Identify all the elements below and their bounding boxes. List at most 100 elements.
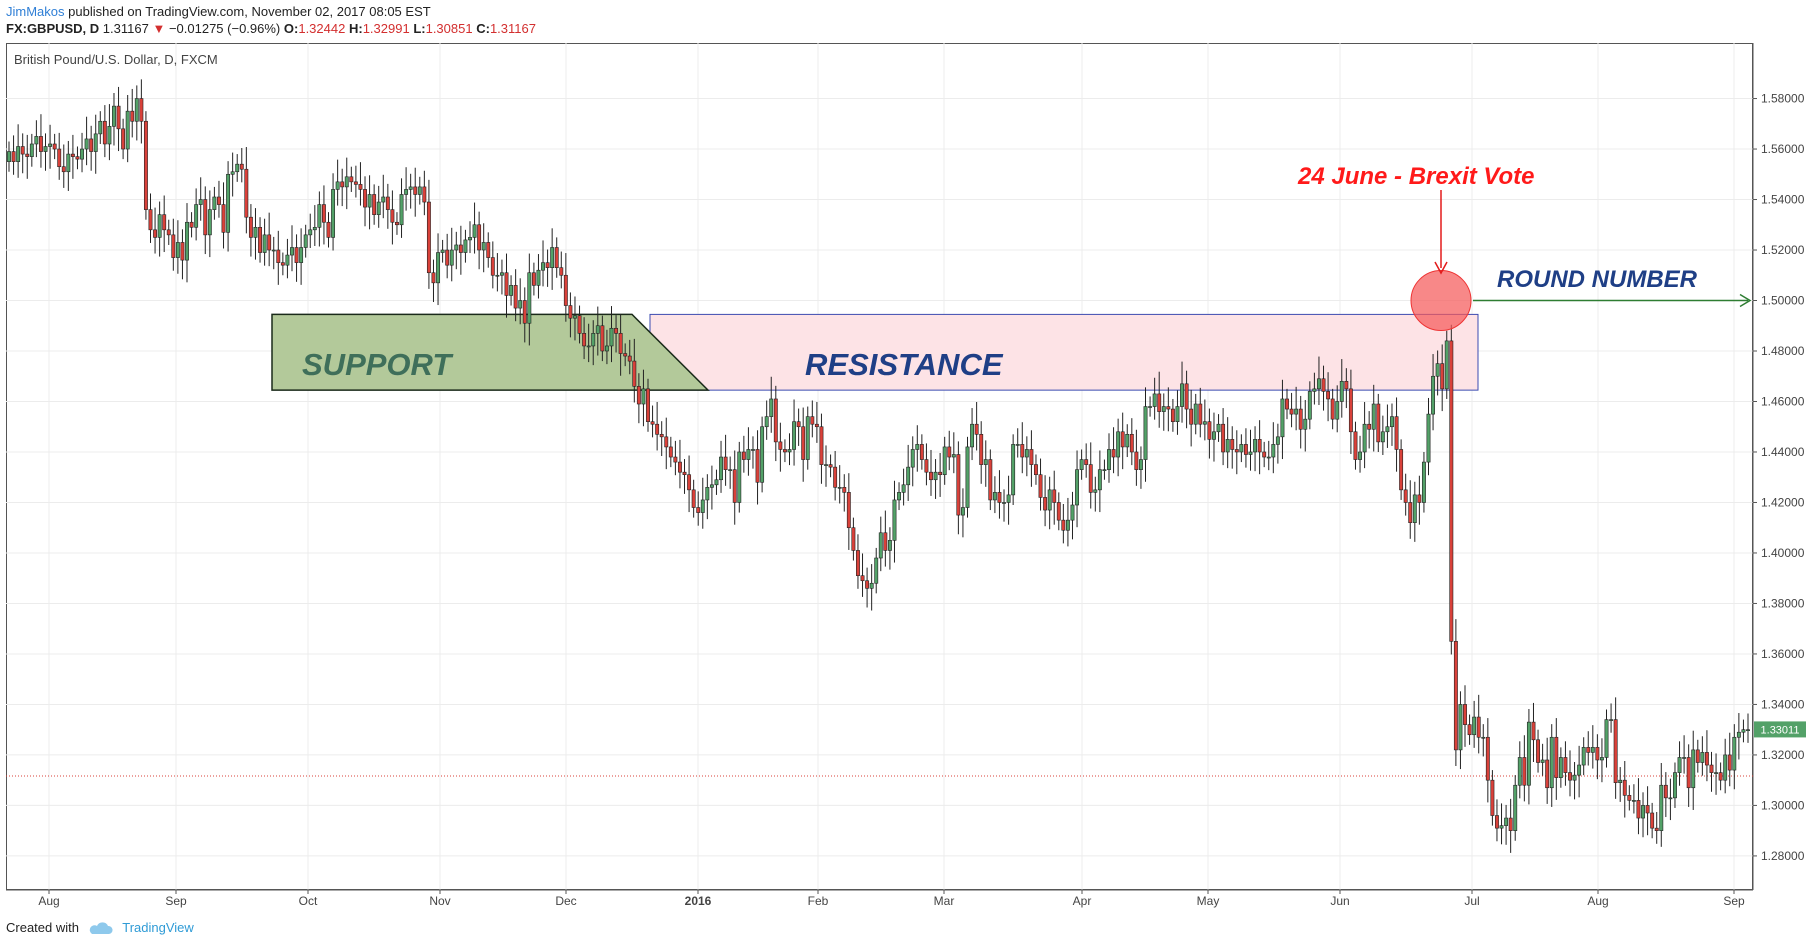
- candle-body: [929, 471, 933, 481]
- candle-body: [1257, 439, 1262, 453]
- candle-body: [851, 527, 856, 551]
- candle-body: [75, 156, 80, 160]
- candle-body: [892, 499, 897, 541]
- candle-body: [1043, 497, 1048, 511]
- publish-text: published on TradingView.com, November 0…: [68, 4, 431, 19]
- price-tick-labels: 1.28000 1.30000 1.32000 1.34000 1.36000 1.380…: [1753, 92, 1805, 863]
- y-tick-label: 1.28000: [1761, 849, 1805, 863]
- candle-body: [960, 507, 965, 516]
- chart-title: British Pound/U.S. Dollar, D, FXCM: [14, 52, 218, 67]
- candle-body: [1741, 729, 1746, 733]
- candle-body: [340, 181, 345, 188]
- candle-body: [1545, 759, 1550, 789]
- candle-body: [563, 274, 568, 306]
- candle-body: [203, 199, 208, 236]
- symbol-line: FX:GBPUSD, D 1.31167 ▼ −0.01275 (−0.96%)…: [6, 21, 536, 36]
- candle-body: [1704, 752, 1709, 766]
- candle-body: [349, 176, 354, 183]
- candle-body: [887, 540, 892, 551]
- x-tick-label: Oct: [299, 894, 318, 908]
- candle-body: [846, 492, 851, 529]
- candle-body: [1390, 416, 1394, 428]
- candle-body: [1554, 736, 1559, 778]
- tradingview-link[interactable]: TradingView: [122, 920, 194, 935]
- candle-body: [57, 148, 62, 168]
- candle-body: [1312, 388, 1317, 392]
- y-tick-label: 1.40000: [1761, 546, 1805, 560]
- candle-body: [755, 449, 760, 483]
- candle-body: [107, 126, 112, 145]
- candle-body: [1330, 398, 1335, 420]
- candle-body: [586, 345, 591, 348]
- candle-body: [43, 146, 48, 152]
- candle-body: [554, 247, 559, 268]
- candle-body: [751, 449, 755, 451]
- candle-body: [299, 247, 304, 263]
- author-link[interactable]: JimMakos: [6, 4, 65, 19]
- candle-body: [317, 204, 322, 228]
- candle-body: [1221, 423, 1226, 453]
- candle-body: [627, 355, 632, 362]
- candle-body: [1362, 423, 1367, 453]
- candle-body: [559, 267, 564, 276]
- candle-body: [1499, 825, 1504, 829]
- candle-body: [153, 229, 158, 238]
- candle-body: [1056, 502, 1061, 521]
- candle-body: [1289, 408, 1294, 415]
- candle-body: [1234, 449, 1239, 453]
- candle-body: [217, 196, 221, 205]
- candle-body: [1148, 406, 1153, 408]
- candle-body: [915, 444, 920, 450]
- x-tick-label: May: [1197, 894, 1220, 908]
- candle-body: [1709, 764, 1714, 773]
- candle-body: [258, 226, 262, 253]
- candle-body: [102, 120, 107, 145]
- candle-body: [933, 471, 938, 481]
- candle-body: [290, 247, 294, 256]
- candle-body: [719, 456, 723, 481]
- candle-body: [796, 421, 801, 428]
- candle-body: [1718, 772, 1723, 781]
- candle-body: [527, 272, 532, 324]
- candle-body: [1641, 805, 1645, 819]
- candle-body: [568, 305, 573, 319]
- candle-body: [1011, 444, 1016, 496]
- candle-body: [787, 449, 792, 453]
- candle-body: [1006, 494, 1011, 503]
- candle-body: [1280, 398, 1285, 438]
- candle-body: [714, 479, 719, 486]
- candle-body: [659, 434, 664, 438]
- candle-body: [39, 136, 43, 152]
- y-tick-label: 1.46000: [1761, 394, 1805, 408]
- candle-body: [372, 194, 377, 215]
- candle-body: [1125, 434, 1130, 448]
- y-tick-label: 1.42000: [1761, 495, 1805, 509]
- candle-body: [1002, 502, 1006, 504]
- candle-body: [1453, 641, 1458, 751]
- y-tick-label: 1.52000: [1761, 243, 1805, 257]
- candle-body: [404, 189, 409, 195]
- candle-body: [865, 580, 870, 589]
- candle-body: [924, 459, 929, 473]
- candle-body: [1184, 383, 1189, 410]
- candle-body: [171, 234, 176, 258]
- candle-body: [1216, 423, 1221, 433]
- candle-body: [1285, 398, 1289, 410]
- candle-body: [463, 239, 468, 253]
- candle-body: [942, 446, 947, 476]
- candle-body: [509, 285, 514, 296]
- candle-body: [422, 186, 427, 203]
- candle-body: [1526, 721, 1531, 786]
- y-tick-label: 1.48000: [1761, 344, 1805, 358]
- candle-body: [997, 492, 1002, 503]
- candle-body: [468, 237, 472, 241]
- candle-body: [490, 257, 495, 276]
- candle-body: [1102, 469, 1107, 471]
- brexit-label: 24 June - Brexit Vote: [1297, 163, 1535, 190]
- candle-body: [1522, 757, 1527, 786]
- high-label: H:: [348, 21, 363, 36]
- candle-body: [417, 186, 422, 195]
- candle-body: [1399, 449, 1404, 491]
- candle-body: [1723, 754, 1728, 781]
